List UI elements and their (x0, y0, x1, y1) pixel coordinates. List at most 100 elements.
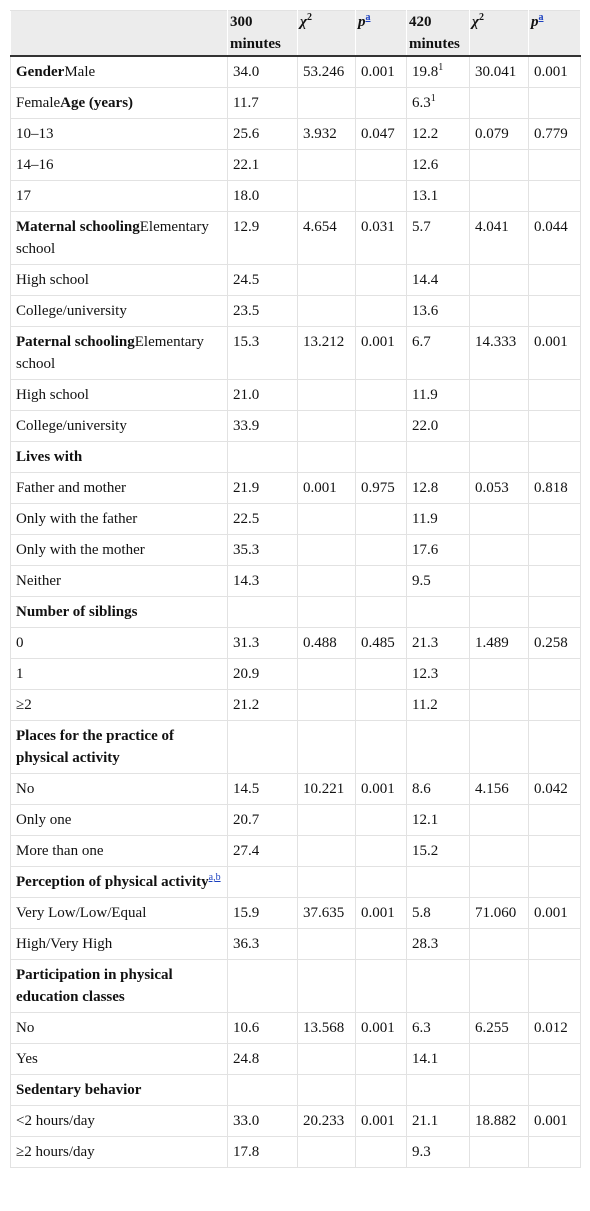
value-cell: 17.8 (227, 1136, 298, 1168)
header-cell: pa (528, 10, 581, 57)
value-cell: 21.9 (227, 472, 298, 504)
footnote-link[interactable]: a (538, 12, 544, 23)
value-cell (528, 264, 581, 296)
footnote-link[interactable]: a (365, 12, 371, 23)
cell-text: 0.042 (534, 781, 568, 797)
value-cell: 8.6 (406, 773, 470, 805)
value-cell: 5.7 (406, 211, 470, 265)
table-row: <2 hours/day 33.0 20.233 0.001 21.1 18.882 0.0… (10, 1105, 581, 1137)
cell-text: 19.8 (412, 64, 439, 80)
value-cell: 0.053 (469, 472, 529, 504)
value-cell (355, 149, 407, 181)
cell-text: 18.0 (233, 188, 260, 204)
value-cell (469, 720, 529, 774)
table-row: Sedentary behavior (10, 1074, 581, 1106)
value-cell (355, 379, 407, 411)
cell-text: Sedentary behavior (16, 1082, 142, 1098)
value-cell (355, 1074, 407, 1106)
cell-text: 23.5 (233, 303, 260, 319)
cell-text: 0 (16, 635, 24, 651)
cell-text: 0.001 (534, 905, 568, 921)
value-cell: 24.5 (227, 264, 298, 296)
value-cell: 4.654 (297, 211, 356, 265)
row-label: More than one (10, 835, 228, 867)
value-cell (406, 959, 470, 1013)
table-row: College/university 33.9 22.0 (10, 410, 581, 442)
value-cell: 12.2 (406, 118, 470, 150)
value-cell: 0.044 (528, 211, 581, 265)
table-row: FemaleAge (years) 11.7 6.31 (10, 87, 581, 119)
row-label: Only one (10, 804, 228, 836)
row-label: Yes (10, 1043, 228, 1075)
value-cell (469, 596, 529, 628)
cell-text: 28.3 (412, 936, 439, 952)
cell-text: 4.041 (475, 219, 509, 235)
value-cell: 0.001 (355, 1012, 407, 1044)
value-cell: 1.489 (469, 627, 529, 659)
cell-text: Female (16, 95, 61, 111)
value-cell (297, 441, 356, 473)
value-cell: 13.568 (297, 1012, 356, 1044)
value-cell: 0.779 (528, 118, 581, 150)
cell-text: 30.041 (475, 64, 517, 80)
value-cell (469, 866, 529, 898)
value-cell (297, 596, 356, 628)
value-cell (355, 87, 407, 119)
value-cell: 6.7 (406, 326, 470, 380)
cell-text: 9.5 (412, 573, 431, 589)
row-label: 10–13 (10, 118, 228, 150)
value-cell: 30.041 (469, 55, 529, 88)
value-cell (406, 720, 470, 774)
cell-text: 0.001 (534, 1113, 568, 1129)
value-cell (528, 379, 581, 411)
value-cell: 27.4 (227, 835, 298, 867)
cell-text: p (358, 14, 366, 30)
value-cell (227, 959, 298, 1013)
value-cell: 34.0 (227, 55, 298, 88)
value-cell (297, 804, 356, 836)
cell-text: 25.6 (233, 126, 260, 142)
value-cell (469, 264, 529, 296)
value-cell: 14.5 (227, 773, 298, 805)
value-cell (469, 180, 529, 212)
value-cell (297, 959, 356, 1013)
cell-text: 15.3 (233, 334, 260, 350)
value-cell (469, 1043, 529, 1075)
superscript: a (539, 12, 544, 23)
cell-text: Male (64, 64, 96, 80)
cell-text: 71.060 (475, 905, 517, 921)
cell-text: 0.001 (361, 781, 395, 797)
value-cell (469, 959, 529, 1013)
row-label: <2 hours/day (10, 1105, 228, 1137)
table-row: College/university 23.5 13.6 (10, 295, 581, 327)
cell-text: 20.7 (233, 812, 260, 828)
value-cell: 11.9 (406, 503, 470, 535)
cell-text: Only with the mother (16, 542, 145, 558)
value-cell: 11.2 (406, 689, 470, 721)
value-cell: 21.0 (227, 379, 298, 411)
value-cell: 25.6 (227, 118, 298, 150)
row-label: Perception of physical activitya,b (10, 866, 228, 898)
value-cell (469, 379, 529, 411)
table-row: Perception of physical activitya,b (10, 866, 581, 898)
cell-text: 0.012 (534, 1020, 568, 1036)
cell-text: Places for the practice of physical acti… (16, 728, 174, 766)
value-cell: 20.233 (297, 1105, 356, 1137)
cell-text: 15.2 (412, 843, 439, 859)
value-cell: 12.8 (406, 472, 470, 504)
cell-text: 17 (16, 188, 31, 204)
value-cell (297, 295, 356, 327)
row-label: 14–16 (10, 149, 228, 181)
results-table: 300 minutes χ2 pa 420 minutes χ2 pa GenderMal… (10, 10, 581, 1168)
cell-text: 6.3 (412, 95, 431, 111)
value-cell (297, 835, 356, 867)
footnote-link[interactable]: a,b (208, 872, 221, 883)
cell-text: No (16, 781, 35, 797)
value-cell (528, 295, 581, 327)
table-row: Maternal schoolingElementary school 12.9 4… (10, 211, 581, 265)
value-cell: 0.079 (469, 118, 529, 150)
cell-text: 21.0 (233, 387, 260, 403)
value-cell: 0.001 (355, 773, 407, 805)
value-cell: 0.042 (528, 773, 581, 805)
